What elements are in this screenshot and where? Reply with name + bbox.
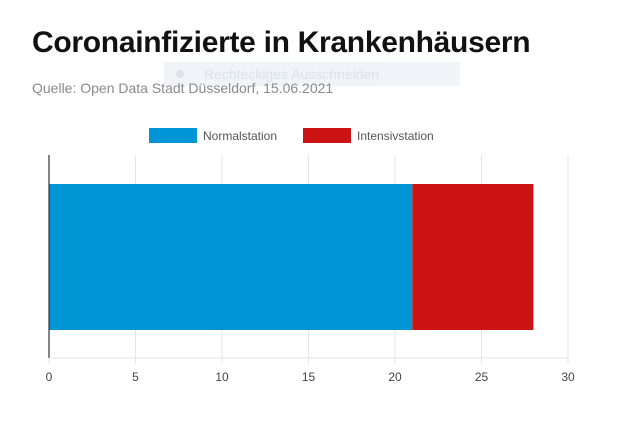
x-tick-label: 5 bbox=[132, 370, 139, 384]
page-title: Coronainfizierte in Krankenhäusern bbox=[32, 26, 531, 59]
chart-bars bbox=[49, 184, 534, 330]
source-subtitle: Quelle: Open Data Stadt Düsseldorf, 15.0… bbox=[32, 80, 334, 96]
bar-normalstation bbox=[49, 184, 413, 330]
x-tick-label: 0 bbox=[46, 370, 53, 384]
bar-intensivstation bbox=[412, 184, 534, 330]
legend-swatch-normalstation bbox=[149, 128, 197, 143]
chart-legend: Normalstation Intensivstation bbox=[149, 128, 434, 143]
x-tick-label: 30 bbox=[561, 370, 575, 384]
x-tick-label: 15 bbox=[302, 370, 316, 384]
x-tick-label: 20 bbox=[388, 370, 402, 384]
x-tick-label: 25 bbox=[475, 370, 489, 384]
snip-overlay: Rechteckiges Ausschneiden bbox=[164, 62, 460, 86]
x-tick-label: 10 bbox=[215, 370, 229, 384]
x-axis: 0 5 10 15 20 25 30 bbox=[46, 155, 575, 384]
snip-icon bbox=[176, 70, 184, 78]
legend-label-intensivstation: Intensivstation bbox=[357, 129, 434, 143]
legend-label-normalstation: Normalstation bbox=[203, 129, 277, 143]
snip-overlay-label: Rechteckiges Ausschneiden bbox=[204, 66, 380, 82]
legend-swatch-intensivstation bbox=[303, 128, 351, 143]
